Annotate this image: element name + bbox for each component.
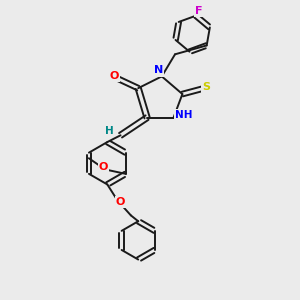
Text: O: O: [99, 162, 108, 172]
Text: NH: NH: [175, 110, 193, 120]
Text: S: S: [202, 82, 210, 92]
Text: O: O: [110, 71, 119, 81]
Text: N: N: [154, 65, 163, 76]
Text: H: H: [105, 126, 114, 136]
Text: F: F: [195, 6, 202, 16]
Text: O: O: [116, 197, 125, 207]
